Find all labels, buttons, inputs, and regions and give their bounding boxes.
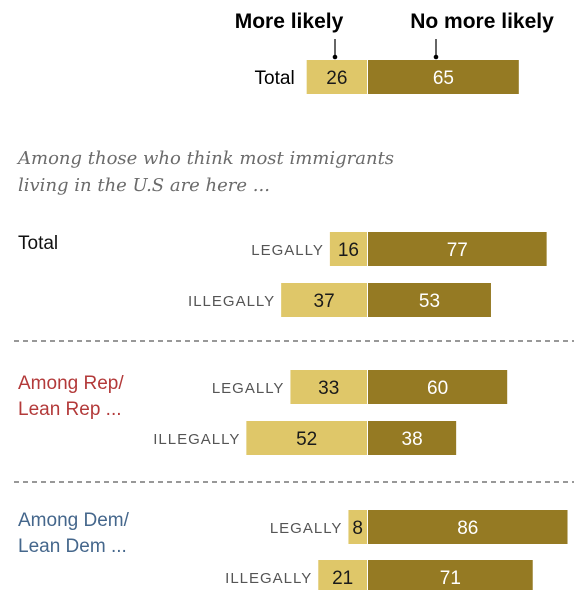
group-label-dem: Lean Dem ...: [18, 536, 127, 557]
subtitle-line: Among those who think most immigrants: [16, 148, 394, 169]
top-total-no-more-likely-bar: [368, 60, 519, 94]
top-total-more-likely-value: 26: [326, 68, 347, 89]
dem-legally-no-more-likely-value: 86: [457, 518, 478, 539]
no-more-likely-pointer-dot: [433, 54, 439, 60]
dem-legally-more-likely-value: 8: [352, 518, 363, 539]
rep-legally-more-likely-value: 33: [318, 378, 339, 399]
rep-legally-category-label: LEGALLY: [212, 380, 285, 397]
total-legally-no-more-likely-bar: [368, 232, 547, 266]
total-illegally-category-label: ILLEGALLY: [188, 293, 275, 310]
rep-illegally-no-more-likely-value: 38: [402, 429, 423, 450]
dem-legally-more-likely-bar: [348, 510, 367, 544]
dem-illegally-category-label: ILLEGALLY: [225, 570, 312, 587]
group-label-rep: Lean Rep ...: [18, 399, 122, 420]
total-legally-more-likely-value: 16: [338, 240, 359, 261]
total-illegally-no-more-likely-bar: [368, 283, 491, 317]
subtitle-line: living in the U.S are here ...: [18, 175, 270, 196]
top-total-no-more-likely-value: 65: [433, 68, 454, 89]
dem-illegally-more-likely-bar: [318, 560, 367, 590]
dem-legally-no-more-likely-bar: [368, 510, 568, 544]
rep-legally-no-more-likely-bar: [368, 370, 508, 404]
rep-legally-no-more-likely-value: 60: [427, 378, 448, 399]
total-legally-more-likely-bar: [329, 232, 367, 266]
rep-illegally-more-likely-value: 52: [296, 429, 317, 450]
total-illegally-more-likely-bar: [281, 283, 367, 317]
more-likely-pointer-dot: [332, 54, 338, 60]
rep-illegally-no-more-likely-bar: [368, 421, 457, 455]
total-legally-category-label: LEGALLY: [251, 242, 324, 259]
total-illegally-no-more-likely-value: 53: [419, 291, 440, 312]
group-label-total: Total: [18, 233, 58, 254]
rep-illegally-category-label: ILLEGALLY: [153, 431, 240, 448]
dem-illegally-no-more-likely-value: 71: [440, 568, 461, 589]
dem-illegally-more-likely-value: 21: [332, 568, 353, 589]
total-legally-no-more-likely-value: 77: [447, 240, 468, 261]
total-illegally-more-likely-value: 37: [314, 291, 335, 312]
legend-more-likely: More likely: [235, 10, 344, 33]
group-label-rep: Among Rep/: [18, 373, 124, 394]
rep-illegally-more-likely-bar: [246, 421, 367, 455]
rep-legally-more-likely-bar: [290, 370, 367, 404]
legend-no-more-likely: No more likely: [410, 10, 554, 33]
dem-illegally-no-more-likely-bar: [368, 560, 533, 590]
top-total-more-likely-bar: [306, 60, 367, 94]
dem-legally-category-label: LEGALLY: [270, 520, 343, 537]
top-total-label: Total: [255, 68, 295, 89]
group-label-dem: Among Dem/: [18, 510, 130, 531]
